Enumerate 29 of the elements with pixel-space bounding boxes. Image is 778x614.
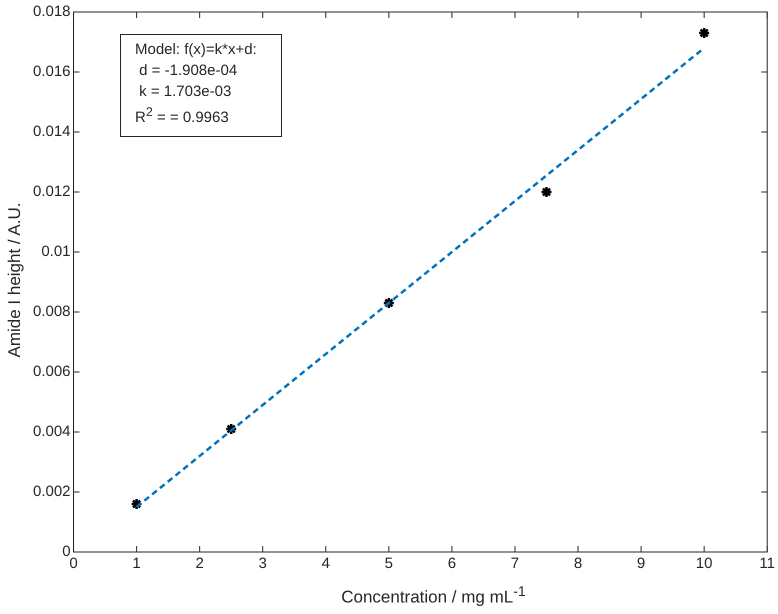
y-tick-label: 0.01 bbox=[41, 243, 71, 260]
x-tick-label: 10 bbox=[696, 555, 712, 572]
y-tick-label: 0.016 bbox=[32, 63, 71, 80]
x-tick-label: 11 bbox=[759, 555, 776, 572]
x-tick-label: 4 bbox=[322, 555, 330, 572]
y-tick-label: 0.002 bbox=[32, 483, 71, 500]
annotation: Model: f(x)=k*x+d: bbox=[135, 41, 257, 58]
annotation: d = -1.908e-04 bbox=[139, 62, 238, 79]
y-tick-label: 0.008 bbox=[32, 303, 71, 320]
x-tick-label: 1 bbox=[132, 555, 141, 572]
y-tick-label: 0 bbox=[62, 543, 71, 560]
x-tick-label: 6 bbox=[448, 555, 456, 572]
y-tick-label: 0.014 bbox=[32, 123, 71, 140]
y-tick-label: 0.006 bbox=[32, 363, 71, 380]
annotation: k = 1.703e-03 bbox=[139, 83, 232, 100]
y-tick-label: 0.004 bbox=[32, 423, 71, 440]
x-tick-label: 7 bbox=[510, 555, 520, 572]
y-tick-label: 0.018 bbox=[32, 3, 71, 20]
y-axis-title: Amide I height / A.U. bbox=[5, 202, 25, 360]
x-tick-label: 2 bbox=[195, 555, 204, 572]
point bbox=[698, 26, 710, 40]
x-tick-label: 8 bbox=[574, 555, 582, 572]
y-tick-label: 0.012 bbox=[32, 183, 71, 200]
annotation: R$^{2}$ = = 0.9963 bbox=[135, 105, 229, 126]
x-tick-label: 3 bbox=[258, 555, 267, 572]
x-tick-label: 9 bbox=[636, 555, 646, 572]
x-axis-title: Concentration / mg mL$^{-1}$ bbox=[340, 584, 527, 608]
x-tick-label: 5 bbox=[384, 555, 394, 572]
point bbox=[540, 186, 553, 198]
